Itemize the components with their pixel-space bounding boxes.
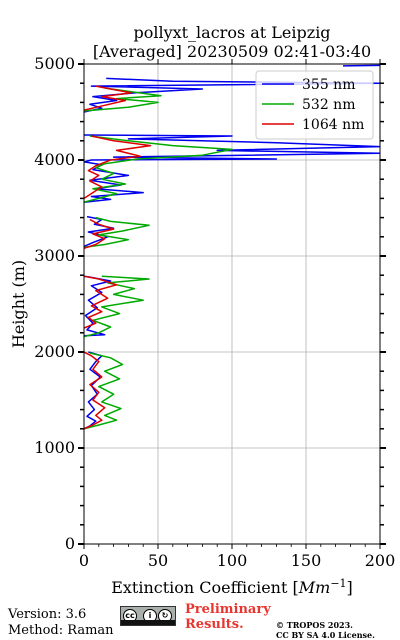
- preliminary-results-notice: Preliminary Results.: [185, 602, 271, 632]
- legend-label: 532 nm: [302, 97, 355, 113]
- y-tick-label: 0: [65, 534, 75, 553]
- preliminary-line-2: Results.: [185, 617, 244, 632]
- version-text: Version: 3.6: [8, 607, 87, 622]
- y-tick-label: 2000: [34, 342, 75, 361]
- y-tick-label: 5000: [34, 54, 75, 73]
- chart-title-line-1: pollyxt_lacros at Leipzig: [133, 23, 330, 42]
- legend-label: 355 nm: [302, 77, 355, 93]
- y-axis-label: Height (m): [9, 260, 28, 348]
- x-axis-label-text: Extinction Coefficient [: [111, 578, 299, 597]
- y-tick-label: 1000: [34, 438, 75, 457]
- x-axis-label-exponent: −1: [330, 577, 346, 590]
- x-axis-label-unit: Mm: [298, 578, 331, 597]
- preliminary-line-1: Preliminary: [185, 602, 271, 617]
- chart-title-line-2: [Averaged] 20230509 02:41-03:40: [93, 42, 371, 61]
- x-tick-label: 50: [148, 551, 168, 570]
- copyright-line-2: CC BY SA 4.0 License.: [276, 630, 375, 640]
- share-alike-icon: ↻: [158, 609, 172, 623]
- copyright-notice: © TROPOS 2023. CC BY SA 4.0 License.: [276, 620, 375, 640]
- series-line-1064-nm: [84, 85, 152, 430]
- method-text: Method: Raman: [8, 623, 114, 638]
- x-tick-label: 100: [217, 551, 248, 570]
- legend-box: [255, 70, 374, 140]
- x-tick-label: 0: [79, 551, 89, 570]
- x-axis-label-close: ]: [347, 578, 353, 597]
- legend: 355 nm 532 nm 1064 nm: [255, 70, 374, 140]
- x-tick-label: 150: [291, 551, 322, 570]
- cc-license-icon: cc i ↻: [120, 606, 176, 626]
- series-line-532-nm: [84, 87, 233, 430]
- y-tick-label: 4000: [34, 150, 75, 169]
- x-axis-label: Extinction Coefficient [Mm−1]: [111, 577, 353, 597]
- x-tick-label: 200: [365, 551, 396, 570]
- y-tick-label: 3000: [34, 246, 75, 265]
- copyright-line-1: © TROPOS 2023.: [276, 620, 353, 630]
- legend-label: 1064 nm: [302, 117, 364, 133]
- series-lines: [84, 64, 380, 430]
